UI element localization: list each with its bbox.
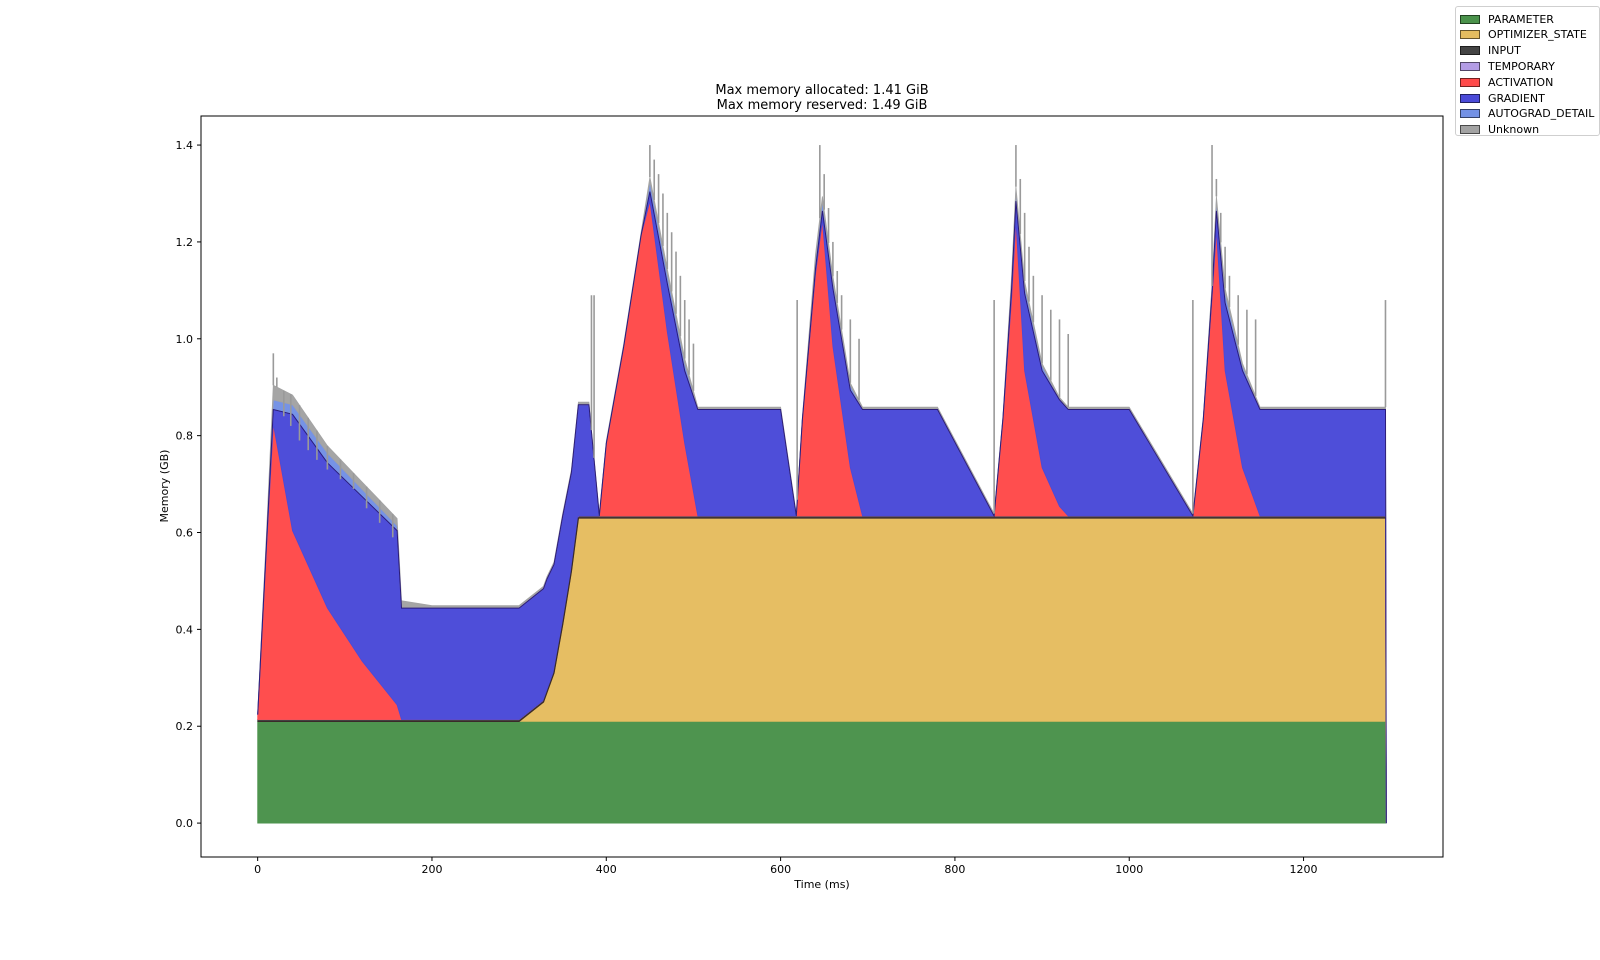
- x-tick-label: 800: [944, 863, 965, 876]
- legend-item-temporary: TEMPORARY: [1460, 59, 1555, 73]
- x-tick-label: 600: [770, 863, 791, 876]
- legend-swatch: [1460, 93, 1480, 103]
- gradient-outline: [257, 191, 1387, 824]
- legend-item-activation: ACTIVATION: [1460, 75, 1553, 89]
- y-tick-label: 0.0: [176, 817, 194, 830]
- y-tick-label: 1.4: [176, 139, 194, 152]
- chart-subtitle: Max memory reserved: 1.49 GiB: [717, 98, 928, 113]
- legend-label: PARAMETER: [1488, 12, 1554, 26]
- legend-item-unknown: Unknown: [1460, 123, 1539, 137]
- legend-label: AUTOGRAD_DETAIL: [1488, 107, 1595, 121]
- legend: PARAMETER OPTIMIZER_STATE INPUT TEMPORARY AC…: [1455, 6, 1600, 136]
- legend-label: GRADIENT: [1488, 91, 1545, 105]
- legend-swatch: [1460, 77, 1480, 87]
- y-tick-label: 1.2: [176, 236, 194, 249]
- legend-item-optimizer-state: OPTIMIZER_STATE: [1460, 28, 1587, 42]
- x-tick-label: 400: [596, 863, 617, 876]
- spike-layer: [272, 145, 1387, 538]
- legend-item-input: INPUT: [1460, 44, 1521, 58]
- y-ticks: 0.0 0.2 0.4 0.6 0.8 1.0 1.2 1.4: [176, 139, 201, 830]
- y-tick-label: 0.8: [176, 430, 194, 443]
- x-tick-label: 0: [254, 863, 261, 876]
- legend-item-gradient: GRADIENT: [1460, 91, 1545, 105]
- chart-title: Max memory allocated: 1.41 GiB: [715, 83, 928, 98]
- y-tick-label: 0.4: [176, 623, 194, 636]
- x-tick-label: 1000: [1115, 863, 1143, 876]
- area-parameter: [257, 721, 1387, 824]
- legend-swatch: [1460, 30, 1480, 40]
- plot-frame: [200, 115, 1444, 858]
- y-tick-label: 0.2: [176, 720, 194, 733]
- legend-label: OPTIMIZER_STATE: [1488, 28, 1587, 42]
- area-layer: [257, 176, 1387, 824]
- y-axis-label: Memory (GB): [158, 450, 171, 523]
- legend-swatch: [1460, 46, 1480, 56]
- y-tick-label: 1.0: [176, 333, 194, 346]
- x-tick-label: 200: [421, 863, 442, 876]
- x-tick-label: 1200: [1290, 863, 1318, 876]
- x-ticks: 0 200 400 600 800 1000 1200: [254, 857, 1318, 876]
- legend-label: TEMPORARY: [1488, 59, 1555, 73]
- legend-item-autograd-detail: AUTOGRAD_DETAIL: [1460, 107, 1594, 121]
- legend-label: Unknown: [1488, 123, 1540, 137]
- input-layer-line: [257, 517, 1386, 722]
- legend-swatch: [1460, 109, 1480, 119]
- legend-item-parameter: PARAMETER: [1460, 12, 1554, 26]
- y-tick-label: 0.6: [176, 527, 194, 540]
- legend-swatch: [1460, 61, 1480, 71]
- legend-swatch: [1460, 125, 1480, 135]
- x-axis-label: Time (ms): [793, 878, 849, 891]
- legend-swatch: [1460, 14, 1480, 24]
- legend-label: ACTIVATION: [1488, 75, 1554, 89]
- legend-label: INPUT: [1488, 44, 1521, 58]
